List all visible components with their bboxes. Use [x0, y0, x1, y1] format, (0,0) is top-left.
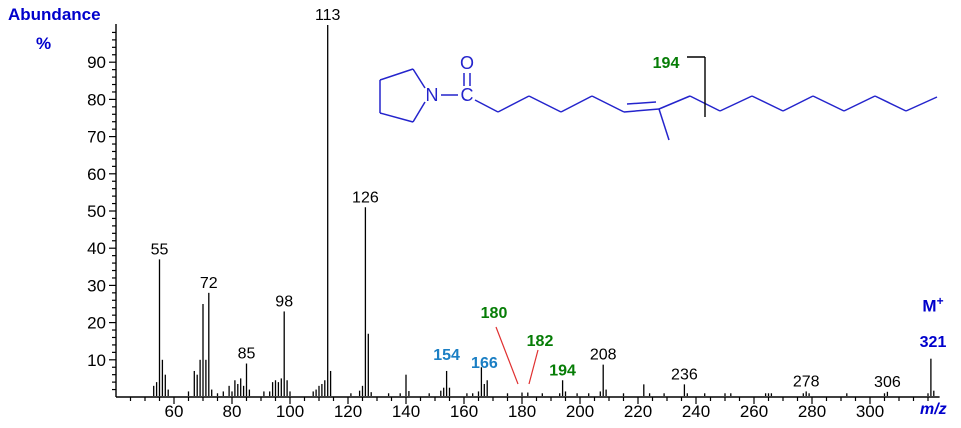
peak-label: 55: [151, 241, 169, 258]
peak-label: 236: [671, 366, 698, 383]
x-tick-label: 180: [508, 402, 536, 421]
peak-label: 182: [527, 333, 554, 350]
x-tick-label: 220: [624, 402, 652, 421]
structure-bond: [474, 99, 499, 113]
structure-bond: [379, 68, 414, 81]
x-tick-label: 300: [856, 402, 884, 421]
y-tick-label: 50: [87, 202, 106, 221]
y-axis-title: Abundance: [8, 5, 101, 24]
x-axis-title: m/z: [920, 401, 947, 418]
structure-bond: [719, 95, 753, 112]
peak-label: 166: [471, 355, 498, 372]
fragment-annotation-label: 194: [653, 55, 680, 72]
peak-label: 72: [200, 275, 218, 292]
structure-bond: [497, 95, 530, 113]
molecular-ion-label: M+: [912, 294, 954, 317]
peak-label: 98: [275, 293, 293, 310]
peak-label: 85: [238, 346, 256, 363]
structure-bond: [812, 95, 845, 112]
molecular-ion-charge: +: [936, 294, 944, 308]
x-tick-label: 280: [798, 402, 826, 421]
structure-bond: [528, 95, 562, 113]
x-tick-label: 260: [740, 402, 768, 421]
n-atom-label: N: [426, 85, 439, 105]
structure-bond: [843, 95, 876, 112]
x-tick-label: 100: [276, 402, 304, 421]
peak-label: 208: [590, 347, 617, 364]
peak-label: 306: [874, 374, 901, 391]
y-tick-label: 90: [87, 53, 106, 72]
y-tick-label: 60: [87, 165, 106, 184]
peak-label: 154: [433, 347, 460, 364]
x-tick-label: 200: [566, 402, 594, 421]
structure-bond: [658, 95, 691, 110]
y-tick-label: 10: [87, 351, 106, 370]
structure-bond: [591, 95, 625, 113]
peak-label: 180: [481, 305, 508, 322]
structure-bond: [560, 95, 593, 113]
structure-bond: [658, 108, 670, 141]
peak-label: 113: [315, 7, 341, 24]
peak-label: 126: [352, 189, 379, 206]
y-axis-unit: %: [36, 34, 52, 53]
y-tick-label: 80: [87, 90, 106, 109]
structure-bond: [751, 95, 784, 112]
y-tick-label: 30: [87, 276, 106, 295]
structure-bond: [874, 95, 907, 112]
x-tick-label: 240: [682, 402, 710, 421]
structure-bond: [782, 95, 814, 112]
structure-bond: [626, 101, 657, 105]
y-tick-label: 40: [87, 239, 106, 258]
y-tick-label: 70: [87, 128, 106, 147]
structure-bond: [379, 112, 414, 123]
leader-line: [528, 349, 539, 385]
structure-bond: [623, 108, 660, 113]
x-tick-label: 80: [223, 402, 242, 421]
peak-label: 278: [793, 373, 820, 390]
x-tick-label: 160: [450, 402, 478, 421]
c-atom-label: C: [461, 85, 474, 105]
leader-line: [495, 326, 519, 385]
peak-label: 194: [549, 362, 576, 379]
structure-bond: [905, 96, 938, 112]
structure-bond: [412, 101, 426, 123]
x-tick-label: 140: [392, 402, 420, 421]
x-tick-label: 120: [334, 402, 362, 421]
molecular-ion-symbol: M: [922, 296, 937, 316]
o-atom-label: O: [460, 53, 474, 73]
molecular-ion-mz: 321: [919, 334, 947, 351]
y-tick-label: 20: [87, 314, 106, 333]
x-tick-label: 60: [165, 402, 184, 421]
structure-bond: [412, 68, 426, 89]
